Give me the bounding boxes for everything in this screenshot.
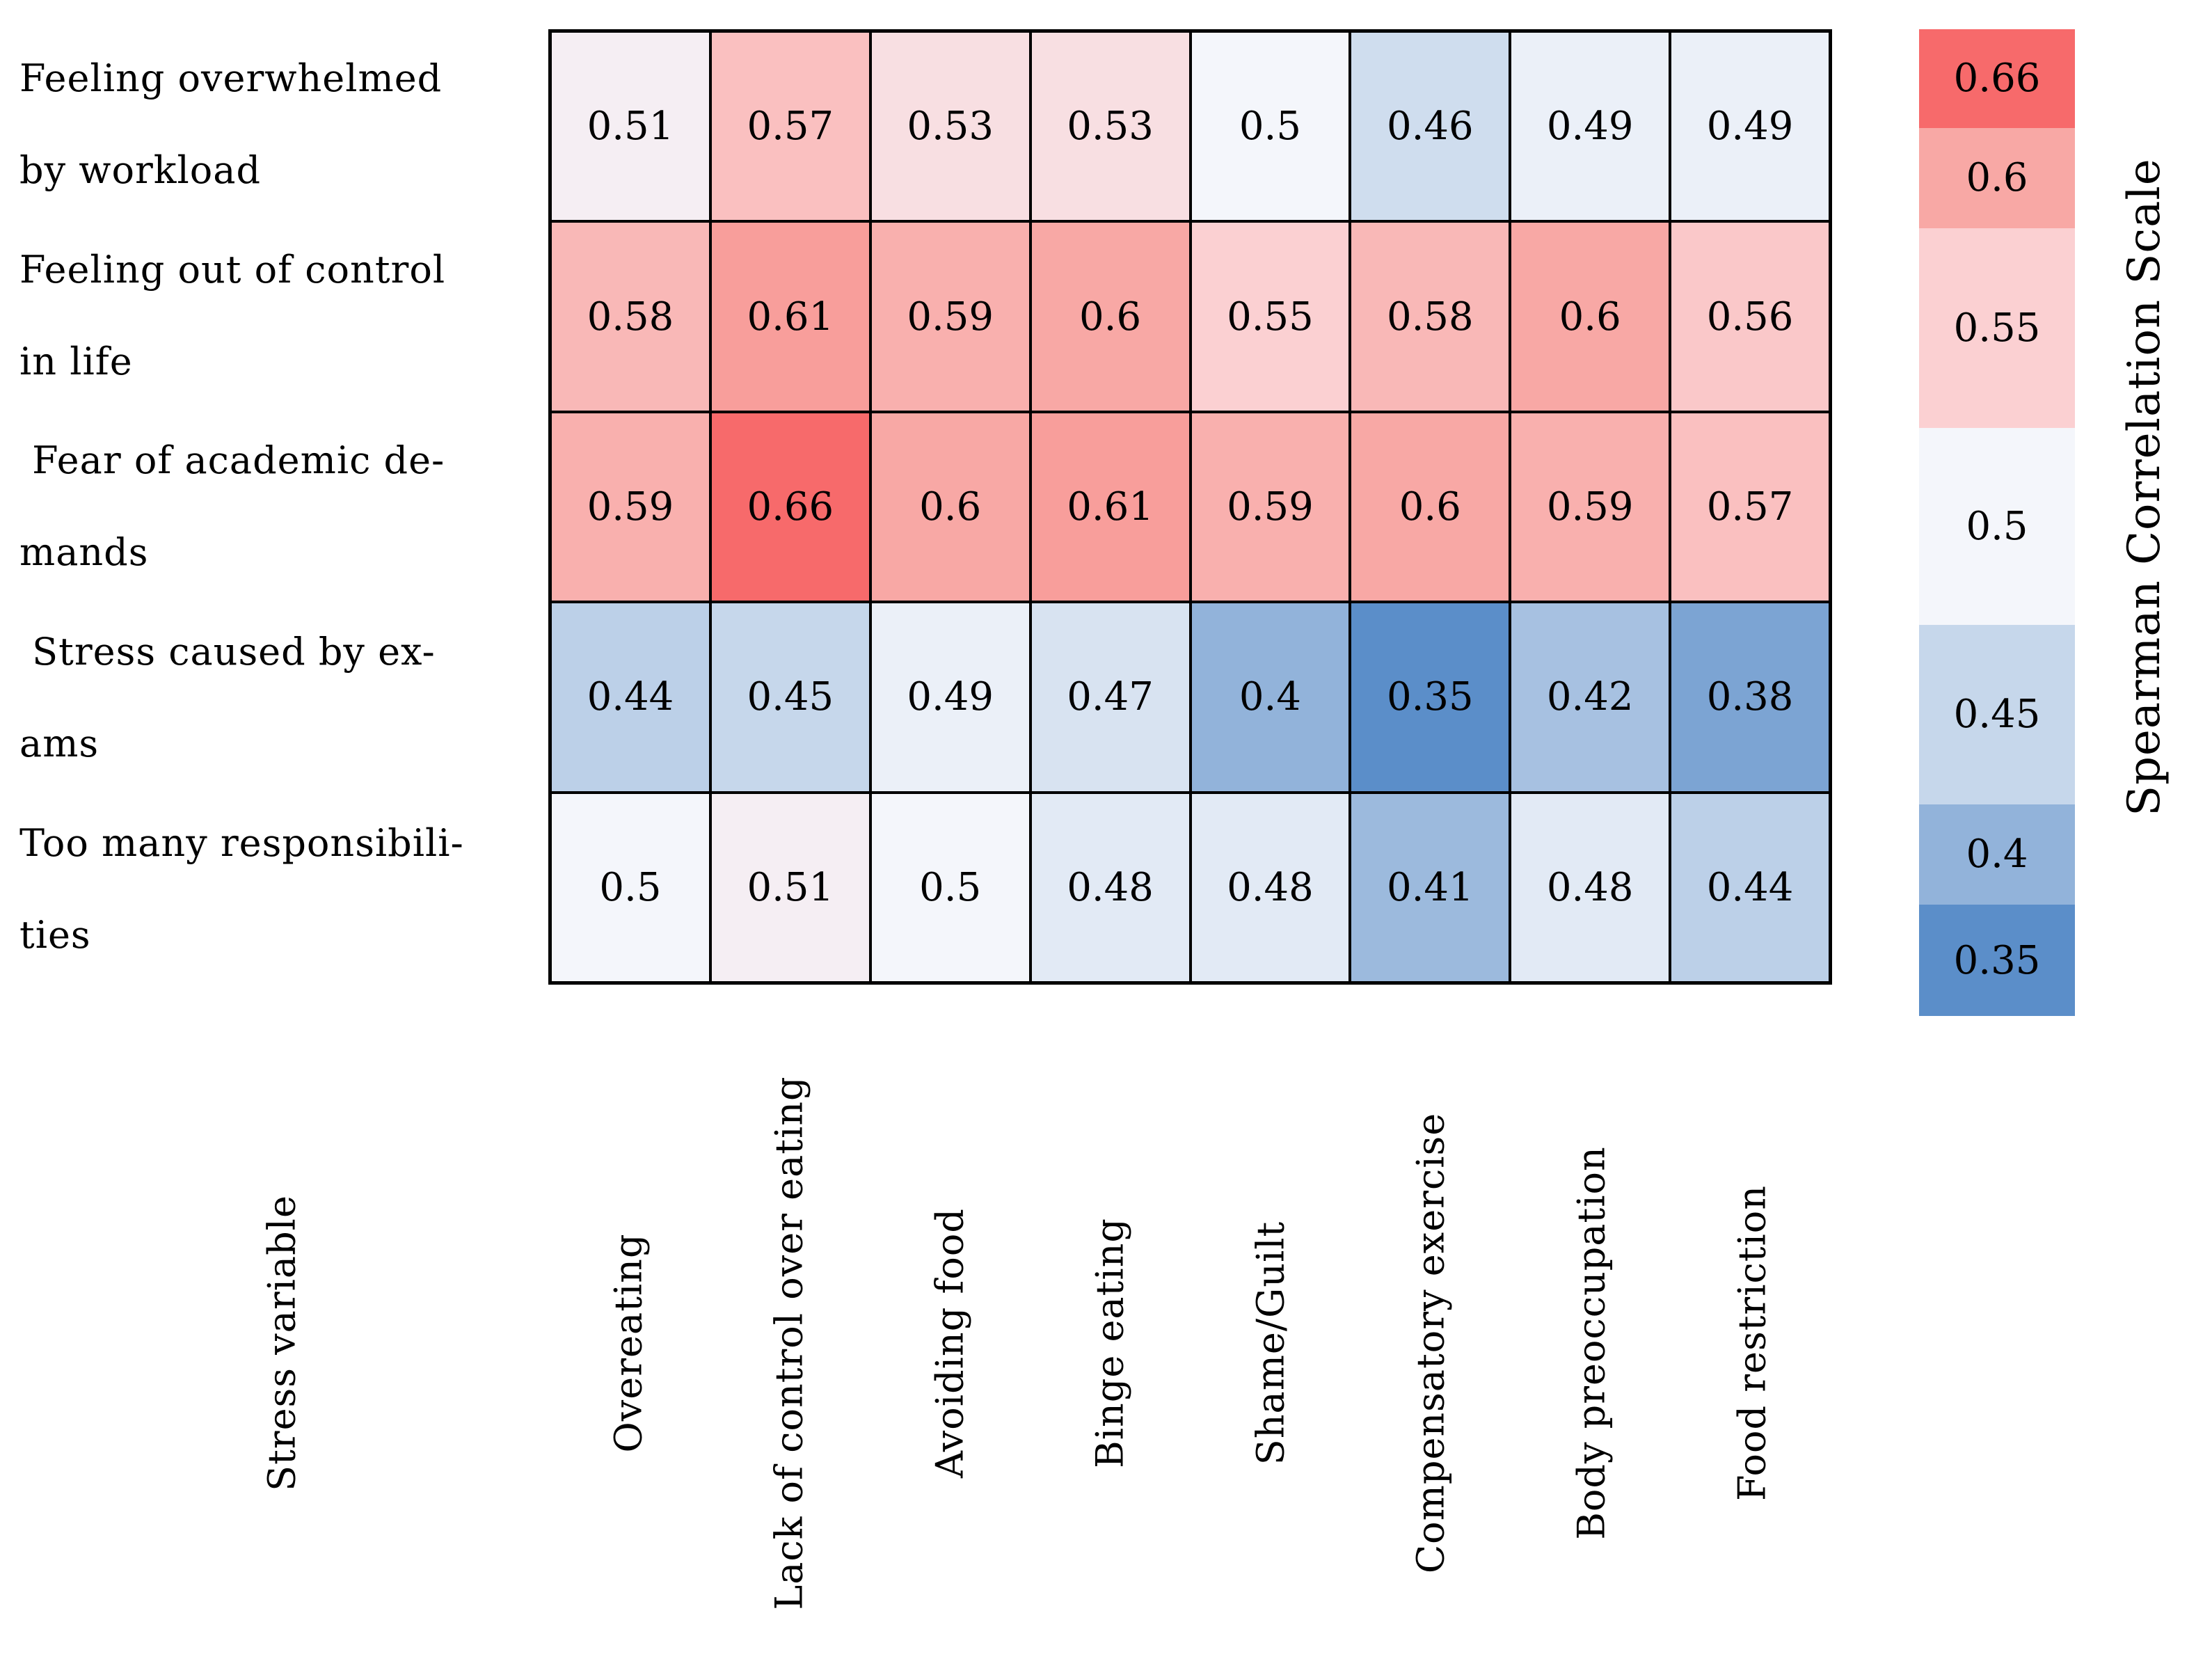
heatmap-cell: 0.59 [1510, 411, 1671, 603]
heatmap-cell: 0.47 [1030, 602, 1191, 793]
heatmap-cell: 0.4 [1190, 602, 1351, 793]
heatmap-cell: 0.5 [550, 792, 710, 983]
heatmap-cell: 0.44 [1670, 792, 1830, 983]
heatmap-cell: 0.48 [1190, 792, 1351, 983]
column-label: Lack of control over eating [767, 1076, 811, 1610]
heatmap-cell: 0.51 [550, 31, 710, 222]
column-labels: Stress variable Overeating Lack of control… [0, 1037, 1832, 1649]
heatmap-cell: 0.41 [1350, 792, 1511, 983]
legend-segment: 0.45 [1919, 625, 2075, 804]
legend-segment: 0.55 [1919, 228, 2075, 429]
heatmap-cell: 0.53 [870, 31, 1031, 222]
legend-segment: 0.35 [1919, 905, 2075, 1016]
heatmap-grid: 0.51 0.57 0.53 0.53 0.5 0.46 0.49 0.49 0.58 0.61 0… [548, 29, 1832, 985]
heatmap-cell: 0.44 [550, 602, 710, 793]
heatmap-cell: 0.48 [1030, 792, 1191, 983]
heatmap-cell: 0.53 [1030, 31, 1191, 222]
heatmap-cell: 0.6 [1510, 221, 1671, 412]
heatmap-cell: 0.59 [870, 221, 1031, 412]
heatmap-cell: 0.46 [1350, 31, 1511, 222]
heatmap-cell: 0.61 [710, 221, 870, 412]
column-label: Food restriction [1730, 1184, 1774, 1502]
heatmap-cell: 0.57 [1670, 411, 1830, 603]
column-label: Body preoccupation [1569, 1146, 1614, 1540]
row-label: Feeling overwhelmed by workload [19, 56, 443, 193]
heatmap-cell: 0.38 [1670, 602, 1830, 793]
legend-segment: 0.66 [1919, 29, 2075, 128]
column-label: Overeating [606, 1233, 651, 1453]
heatmap-cell: 0.51 [710, 792, 870, 983]
heatmap-cell: 0.5 [870, 792, 1031, 983]
heatmap-cell: 0.35 [1350, 602, 1511, 793]
heatmap-cell: 0.49 [870, 602, 1031, 793]
heatmap-cell: 0.66 [710, 411, 870, 603]
legend-segment: 0.4 [1919, 804, 2075, 905]
heatmap-cell: 0.48 [1510, 792, 1671, 983]
heatmap-cell: 0.58 [1350, 221, 1511, 412]
heatmap-cell: 0.42 [1510, 602, 1671, 793]
heatmap-cell: 0.56 [1670, 221, 1830, 412]
heatmap-cell: 0.57 [710, 31, 870, 222]
row-label: Feeling out of control in life [19, 247, 446, 383]
column-label: Shame/Guilt [1248, 1221, 1293, 1466]
legend-colorbar: 0.66 0.6 0.55 0.5 0.45 0.4 0.35 [1919, 29, 2075, 1016]
heatmap-cell: 0.49 [1670, 31, 1830, 222]
legend-segment: 0.5 [1919, 428, 2075, 626]
heatmap-cell: 0.55 [1190, 221, 1351, 412]
legend-segment: 0.6 [1919, 127, 2075, 228]
legend-title: Spearman Correlation Scale [2119, 158, 2170, 816]
heatmap-cell: 0.61 [1030, 411, 1191, 603]
row-label: Stress caused by ex- ams [19, 630, 436, 766]
x-axis-title: Stress variable [260, 1195, 304, 1491]
heatmap-cell: 0.59 [550, 411, 710, 603]
column-label: Avoiding food [928, 1207, 972, 1479]
row-labels: Feeling overwhelmed by workload Feeling o… [19, 29, 543, 985]
heatmap-cell: 0.6 [1350, 411, 1511, 603]
row-label: Fear of academic de- mands [19, 438, 445, 575]
heatmap-cell: 0.45 [710, 602, 870, 793]
heatmap-cell: 0.58 [550, 221, 710, 412]
heatmap-cell: 0.5 [1190, 31, 1351, 222]
heatmap-cell: 0.49 [1510, 31, 1671, 222]
heatmap-cell: 0.59 [1190, 411, 1351, 603]
heatmap-cell: 0.6 [870, 411, 1031, 603]
heatmap-cell: 0.6 [1030, 221, 1191, 412]
column-label: Compensatory exercise [1408, 1112, 1453, 1574]
column-label: Binge eating [1088, 1218, 1132, 1468]
row-label: Too many responsibili- ties [19, 820, 464, 957]
